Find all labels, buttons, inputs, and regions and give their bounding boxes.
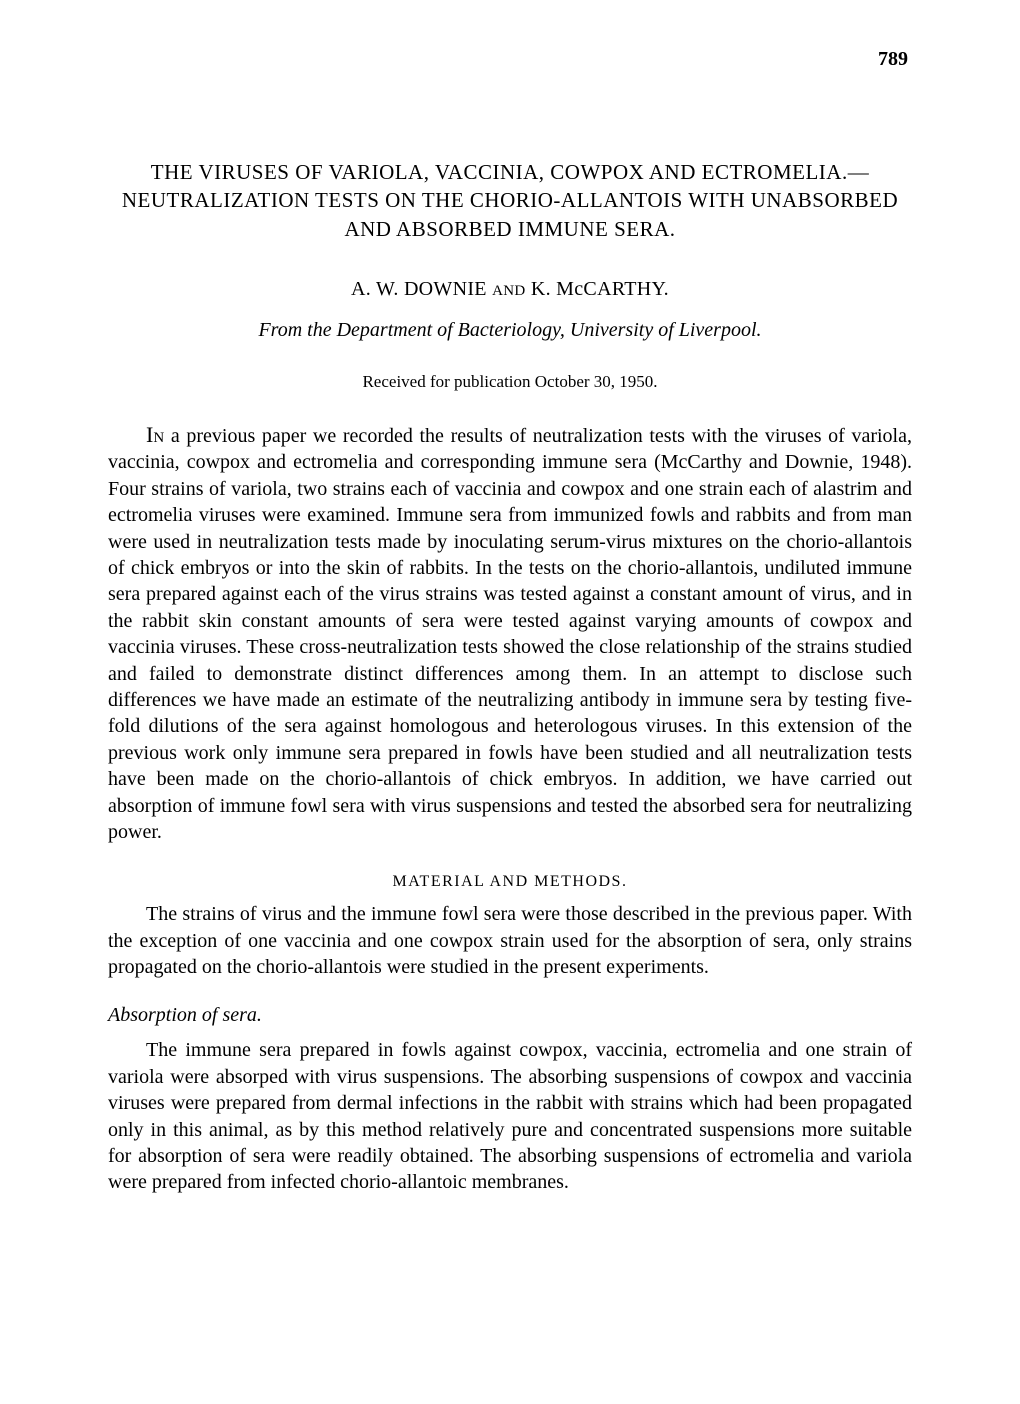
- intro-paragraph: In a previous paper we recorded the resu…: [108, 420, 912, 845]
- materials-paragraph: The strains of virus and the immune fowl…: [108, 901, 912, 980]
- intro-text: a previous paper we recorded the results…: [108, 425, 912, 843]
- author-a: A. W. DOWNIE: [351, 278, 492, 300]
- authors-line: A. W. DOWNIE and K. McCARTHY.: [108, 275, 912, 301]
- subsection-heading-absorption: Absorption of sera.: [108, 1004, 912, 1027]
- affiliation: From the Department of Bacteriology, Uni…: [108, 319, 912, 342]
- article-title: THE VIRUSES OF VARIOLA, VACCINIA, COWPOX…: [108, 158, 912, 243]
- lead-word: In: [146, 422, 164, 447]
- and-conjunction: and: [492, 275, 525, 300]
- section-heading-materials: MATERIAL AND METHODS.: [108, 873, 912, 891]
- received-date: Received for publication October 30, 195…: [108, 372, 912, 392]
- absorption-paragraph: The immune sera prepared in fowls agains…: [108, 1037, 912, 1195]
- author-b: K. McCARTHY.: [526, 278, 669, 300]
- page-number: 789: [878, 48, 908, 71]
